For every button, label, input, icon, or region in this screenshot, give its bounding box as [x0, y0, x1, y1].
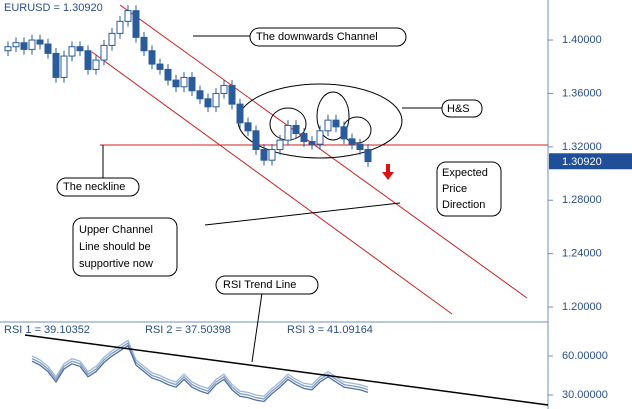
candle-body: [156, 63, 164, 70]
candle-body: [124, 10, 132, 22]
chart-title: EURUSD = 1.30920: [4, 2, 103, 14]
annotation: RSI Trend Line: [223, 279, 296, 291]
candle-body: [308, 141, 316, 145]
candle-body: [364, 149, 372, 163]
candle-body: [284, 124, 292, 141]
candle-body: [12, 42, 20, 48]
candle-body: [140, 36, 148, 52]
candle-body: [228, 84, 236, 105]
candle-body: [340, 126, 348, 140]
annotation: Line should be: [79, 241, 151, 253]
annotation: Upper Channel: [79, 224, 153, 236]
rsi-trend-line: [24, 334, 549, 406]
legend-entry: RSI 1 = 39.10352: [4, 324, 90, 336]
annotation: Direction: [442, 199, 485, 211]
hs-ellipse: [316, 91, 350, 141]
y-tick-label: 60.00000: [562, 350, 608, 362]
y-tick-label: 30.00000: [562, 389, 608, 401]
candle-body: [180, 76, 188, 88]
candle-body: [244, 122, 252, 132]
rsi-line: [31, 344, 369, 403]
candle-body: [188, 76, 196, 92]
candle-body: [332, 119, 340, 128]
arrow: [382, 164, 394, 180]
candle-body: [4, 46, 12, 52]
candle-body: [316, 130, 324, 145]
channel-lower: [91, 51, 453, 315]
legend-entry: RSI 2 = 37.50398: [145, 324, 231, 336]
y-tick-label: 1.36000: [562, 87, 602, 99]
candle-body: [356, 143, 364, 151]
candle-body: [28, 39, 36, 50]
candle-body: [100, 44, 108, 61]
callout-box: [72, 217, 178, 277]
channel-upper: [119, 4, 528, 299]
candle-body: [36, 39, 44, 45]
candle-body: [164, 68, 172, 81]
callout-line: [251, 292, 263, 363]
price-tag: [549, 153, 632, 170]
candle-body: [236, 103, 244, 124]
candle-body: [260, 149, 268, 161]
y-tick-label: 1.32000: [562, 141, 602, 153]
annotation: Expected: [442, 167, 488, 179]
rsi-line: [31, 342, 369, 400]
annotation: Price: [442, 183, 467, 195]
candle-body: [172, 79, 180, 88]
annotation: The downwards Channel: [256, 31, 378, 43]
callout-box: [56, 177, 140, 197]
candle-body: [52, 52, 60, 78]
candle-body: [348, 138, 356, 145]
candle-body: [268, 149, 276, 161]
candle-body: [76, 46, 84, 52]
candle-body: [20, 42, 28, 50]
candle-body: [92, 59, 100, 70]
candle-body: [324, 119, 332, 132]
candle-body: [68, 46, 76, 57]
y-tick-label: 1.28000: [562, 194, 602, 206]
price-tag-label: 1.30920: [562, 156, 602, 168]
annotation: H&S: [447, 103, 470, 115]
y-tick-label: 1.20000: [562, 301, 602, 313]
candle-body: [196, 90, 204, 100]
candle-body: [132, 10, 140, 38]
callout-box: [249, 27, 407, 47]
y-tick-label: 1.24000: [562, 248, 602, 260]
candle-body: [108, 32, 116, 46]
candle-body: [276, 139, 284, 151]
candle-body: [60, 55, 68, 78]
rsi-line: [31, 339, 369, 397]
candle-body: [300, 132, 308, 143]
y-tick-label: 1.40000: [562, 34, 602, 46]
candle-body: [292, 124, 300, 134]
legend-entry: RSI 3 = 41.09164: [287, 324, 373, 336]
callout-box: [441, 99, 483, 118]
annotation: supportive now: [79, 258, 153, 270]
candle-body: [44, 43, 52, 54]
candle-body: [84, 50, 92, 70]
candle-body: [212, 92, 220, 108]
candle-body: [204, 98, 212, 108]
candle-body: [252, 130, 260, 151]
candle-body: [116, 20, 124, 34]
annotation: The neckline: [63, 181, 125, 193]
candle-body: [148, 50, 156, 65]
callout-box: [215, 275, 319, 295]
callout-box: [436, 161, 502, 217]
candle-body: [220, 84, 228, 94]
callout-line: [204, 202, 401, 226]
